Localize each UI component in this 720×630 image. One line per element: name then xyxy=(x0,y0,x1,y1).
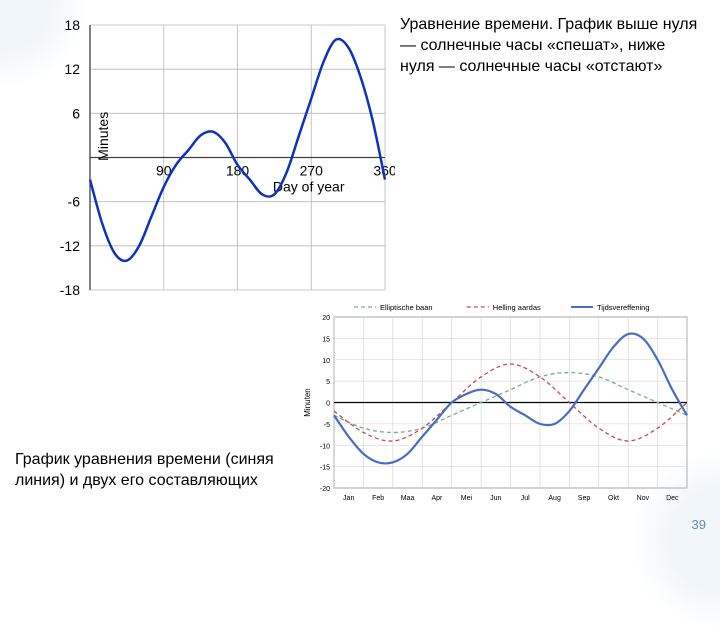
svg-text:Minuten: Minuten xyxy=(303,388,312,416)
svg-text:12: 12 xyxy=(64,61,80,77)
equation-of-time-chart: 90180270360-18-12-661218Day of yearMinut… xyxy=(35,15,395,325)
svg-text:18: 18 xyxy=(64,17,80,33)
svg-text:6: 6 xyxy=(72,105,80,121)
svg-text:Maa: Maa xyxy=(401,495,415,502)
svg-text:Dec: Dec xyxy=(666,495,679,502)
page-number: 39 xyxy=(692,517,706,532)
svg-text:-15: -15 xyxy=(320,465,330,472)
eot-components-chart: -20 -15 -10 -5 0 5 10 15 20 Jan Feb Maa Apr Mei Jun Jul… xyxy=(300,295,695,510)
svg-text:270: 270 xyxy=(300,163,324,179)
svg-text:Nov: Nov xyxy=(637,495,650,502)
svg-text:Feb: Feb xyxy=(372,495,384,502)
svg-text:Jul: Jul xyxy=(521,495,530,502)
svg-text:Jun: Jun xyxy=(490,495,501,502)
svg-text:20: 20 xyxy=(322,315,330,322)
svg-text:Mei: Mei xyxy=(461,495,473,502)
chart1-svg: 90180270360-18-12-661218Day of yearMinut… xyxy=(35,15,395,325)
right-caption: Уравнение времени. График выше нуля — со… xyxy=(400,15,700,77)
svg-text:0: 0 xyxy=(326,401,330,408)
svg-text:15: 15 xyxy=(322,336,330,343)
svg-text:-5: -5 xyxy=(324,422,330,429)
svg-text:-20: -20 xyxy=(320,486,330,493)
svg-text:-12: -12 xyxy=(60,238,80,254)
svg-text:Minutes: Minutes xyxy=(95,112,111,161)
svg-text:Elliptische baan: Elliptische baan xyxy=(380,303,433,312)
left-caption: График уравнения времени (синяя линия) и… xyxy=(15,450,275,492)
svg-text:Okt: Okt xyxy=(608,495,619,502)
svg-text:Tijdsvereffening: Tijdsvereffening xyxy=(597,303,650,312)
svg-text:Helling aardas: Helling aardas xyxy=(493,303,541,312)
svg-text:Jan: Jan xyxy=(343,495,354,502)
svg-text:-10: -10 xyxy=(320,443,330,450)
svg-text:-6: -6 xyxy=(68,194,81,210)
svg-text:10: 10 xyxy=(322,358,330,365)
svg-text:Aug: Aug xyxy=(548,495,561,502)
svg-text:5: 5 xyxy=(326,379,330,386)
svg-text:Apr: Apr xyxy=(432,495,444,502)
svg-text:-18: -18 xyxy=(60,282,80,298)
chart2-svg: -20 -15 -10 -5 0 5 10 15 20 Jan Feb Maa Apr Mei Jun Jul… xyxy=(300,295,695,510)
svg-text:Sep: Sep xyxy=(578,495,591,502)
